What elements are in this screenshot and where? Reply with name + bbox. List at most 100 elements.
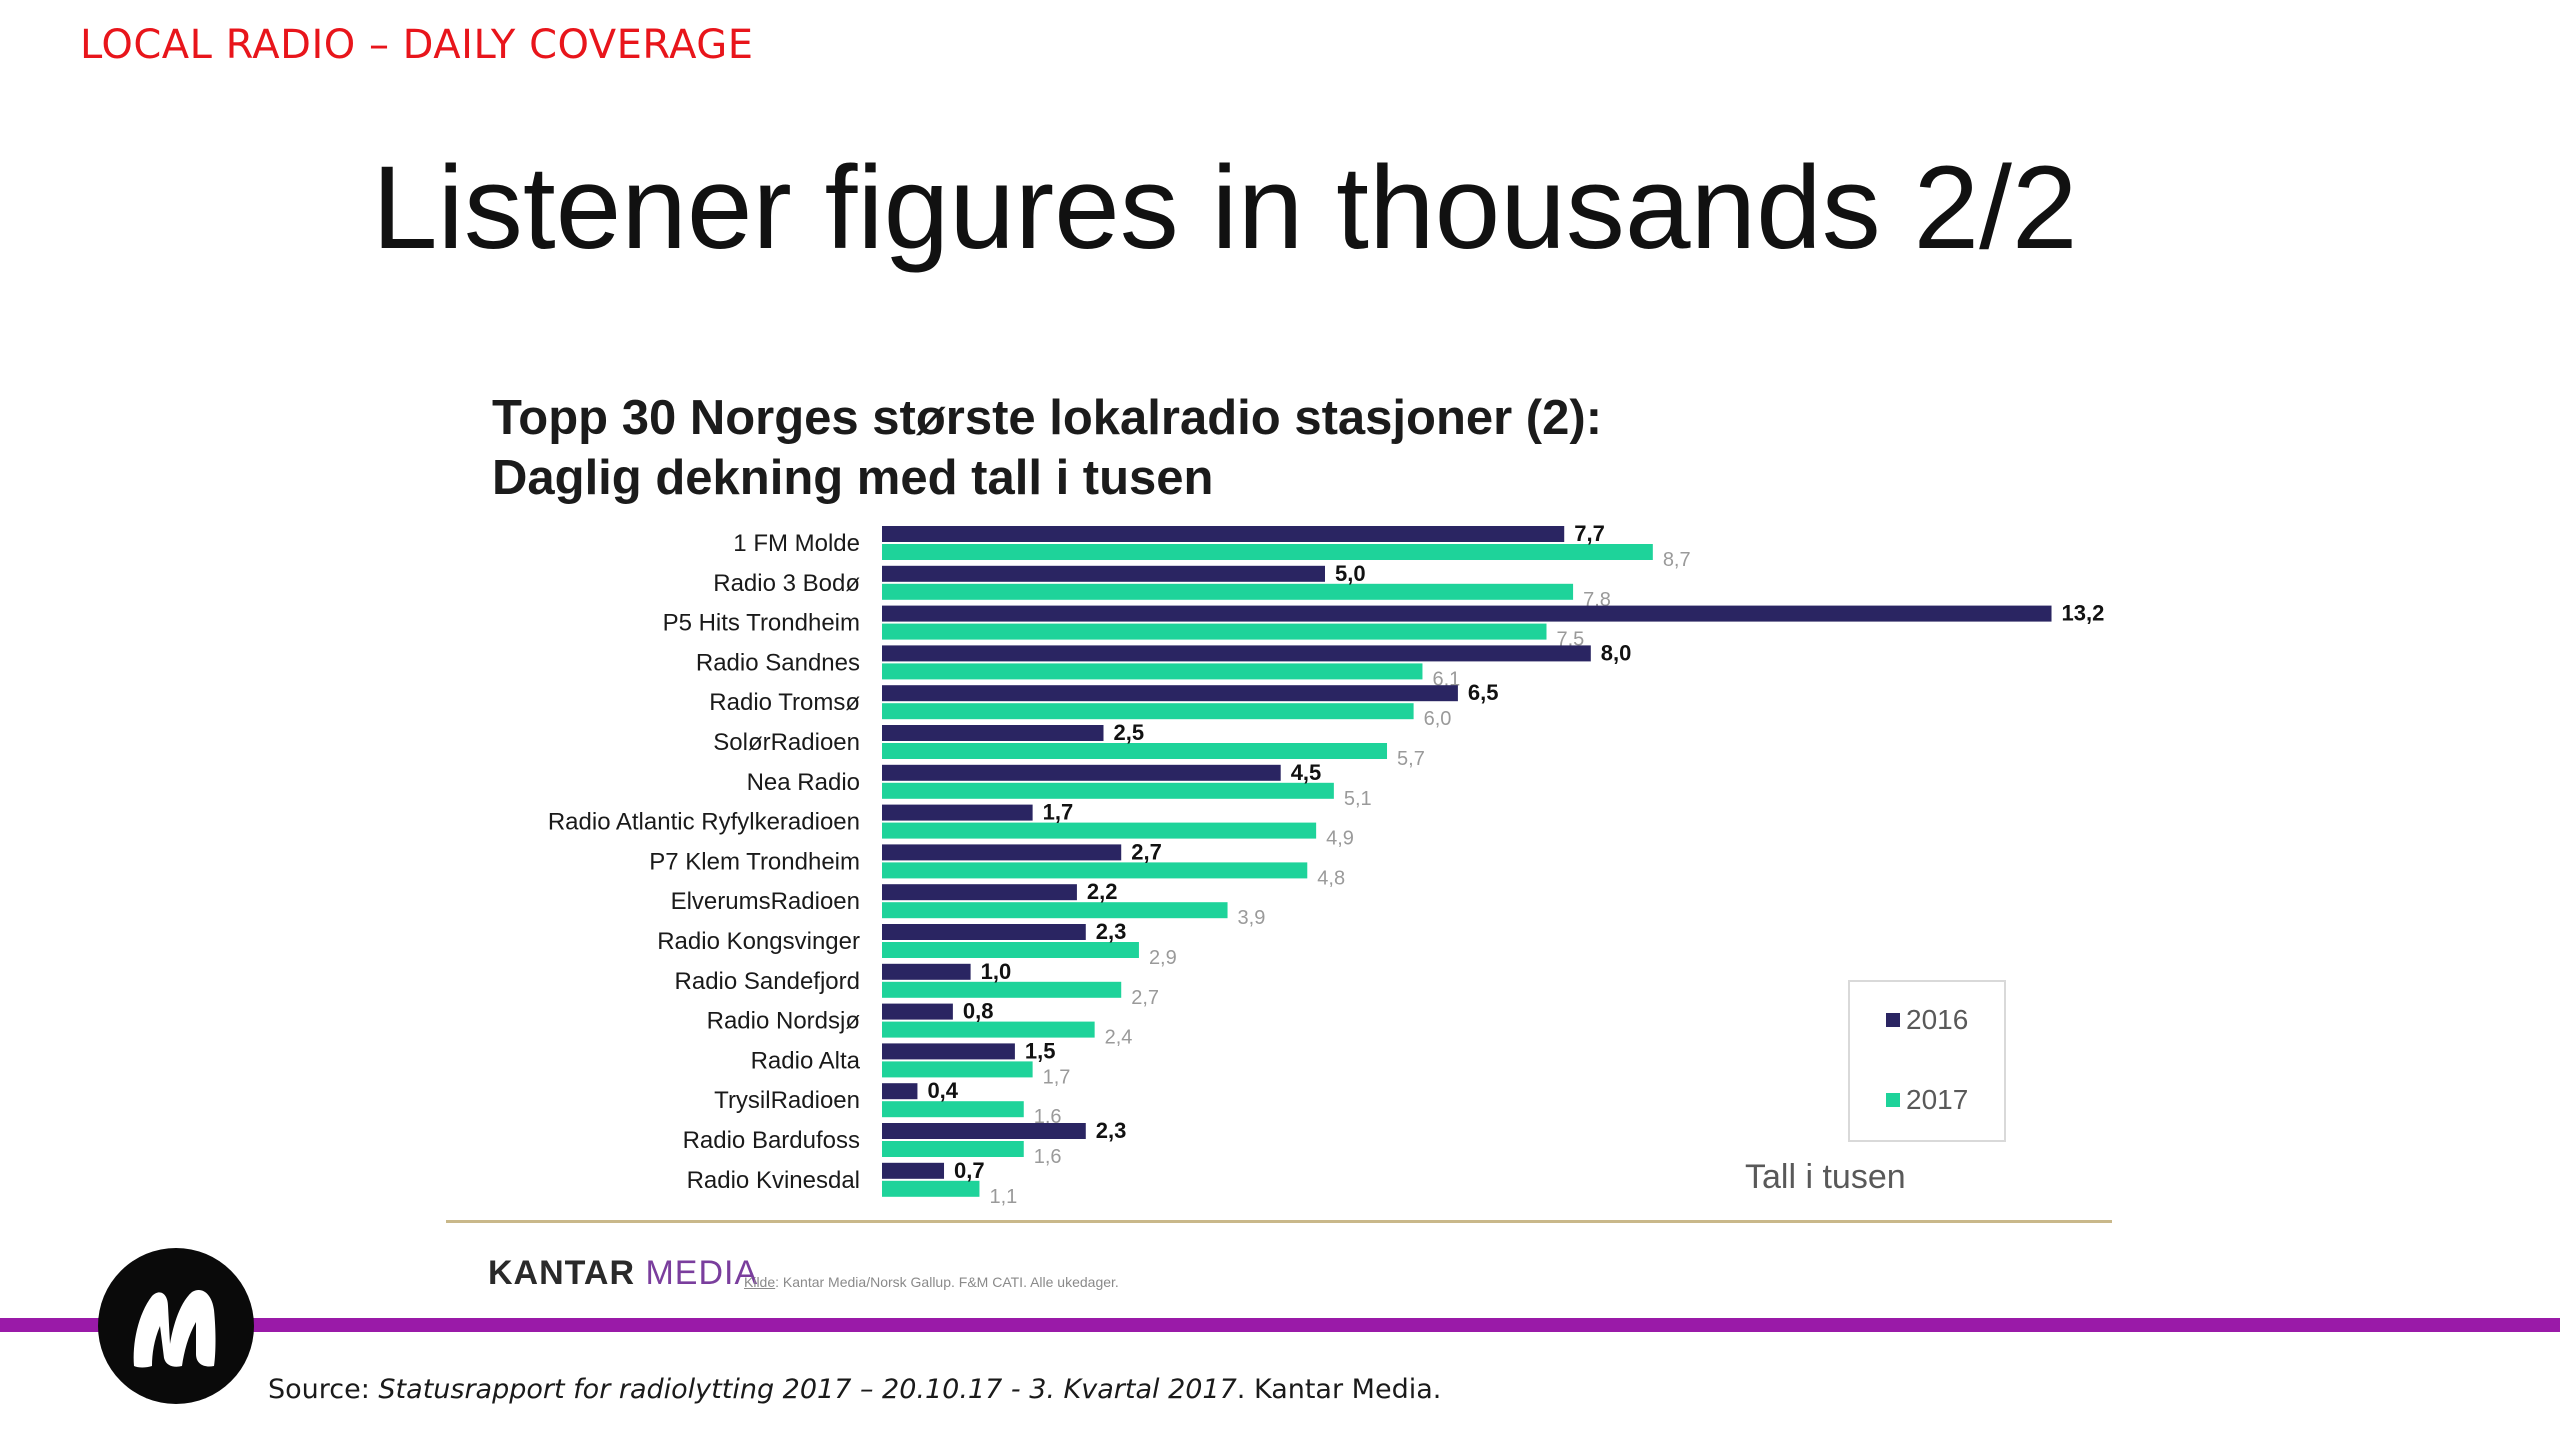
legend-item-2016: 2016 bbox=[1886, 1004, 1968, 1036]
unit-note: Tall i tusen bbox=[1745, 1158, 1906, 1196]
bar-2016 bbox=[882, 1043, 1015, 1060]
category-label: Radio Bardufoss bbox=[683, 1127, 860, 1154]
data-label-2017: 5,1 bbox=[1344, 788, 1372, 810]
data-label-2016: 1,5 bbox=[1025, 1038, 1056, 1063]
data-label-2016: 1,0 bbox=[981, 959, 1012, 984]
data-label-2016: 7,7 bbox=[1574, 521, 1605, 546]
data-label-2016: 5,0 bbox=[1335, 561, 1366, 586]
bar-2016 bbox=[882, 605, 2052, 622]
data-label-2017: 6,1 bbox=[1432, 668, 1460, 690]
bar-2016 bbox=[882, 844, 1122, 861]
data-label-2016: 4,5 bbox=[1291, 760, 1322, 785]
category-label: ElverumsRadioen bbox=[671, 888, 860, 915]
bar-2017 bbox=[882, 1141, 1024, 1157]
brand-logo-icon bbox=[98, 1248, 254, 1404]
category-label: Radio Sandnes bbox=[696, 649, 860, 676]
bar-2016 bbox=[882, 1003, 953, 1020]
bar-2016 bbox=[882, 565, 1325, 582]
kilde-text: : Kantar Media/Norsk Gallup. F&M CATI. A… bbox=[775, 1274, 1119, 1290]
bar-2016 bbox=[882, 1083, 918, 1100]
data-label-2017: 1,7 bbox=[1043, 1066, 1071, 1088]
kilde-label: Kilde bbox=[744, 1274, 776, 1290]
data-label-2016: 1,7 bbox=[1043, 800, 1074, 825]
category-label: Radio Sandefjord bbox=[675, 968, 860, 995]
category-label: Radio 3 Bodø bbox=[713, 570, 860, 597]
bar-2017 bbox=[882, 703, 1414, 720]
divider-rule bbox=[446, 1220, 2112, 1223]
chart-title-line-2: Daglig dekning med tall i tusen bbox=[492, 451, 1214, 505]
data-label-2017: 2,4 bbox=[1105, 1027, 1133, 1049]
data-label-2016: 2,3 bbox=[1096, 1118, 1127, 1143]
category-label: Radio Kvinesdal bbox=[687, 1167, 860, 1194]
category-label: Radio Alta bbox=[751, 1047, 861, 1074]
chart-title: Topp 30 Norges største lokalradio stasjo… bbox=[492, 388, 1602, 508]
data-label-2017: 2,7 bbox=[1131, 987, 1159, 1009]
chart-title-line-1: Topp 30 Norges største lokalradio stasjo… bbox=[492, 391, 1603, 445]
source-citation: Source: Statusrapport for radiolytting 2… bbox=[268, 1374, 1441, 1405]
data-label-2016: 6,5 bbox=[1468, 680, 1499, 705]
data-label-2016: 2,7 bbox=[1131, 839, 1162, 864]
data-label-2016: 0,8 bbox=[963, 999, 994, 1024]
category-label: Radio Atlantic Ryfylkeradioen bbox=[548, 809, 860, 836]
bar-2017 bbox=[882, 544, 1653, 560]
bar-2017 bbox=[882, 1180, 980, 1197]
category-label: Radio Nordsjø bbox=[707, 1008, 861, 1035]
category-label: Radio Tromsø bbox=[709, 689, 860, 716]
bar-2017 bbox=[882, 663, 1423, 680]
kantar-logo-part1: KANTAR bbox=[488, 1254, 636, 1292]
bar-2016 bbox=[882, 725, 1104, 741]
source-suffix: . Kantar Media. bbox=[1236, 1374, 1442, 1405]
data-label-2017: 1,1 bbox=[989, 1186, 1017, 1208]
bar-2017 bbox=[882, 782, 1334, 799]
bar-2017 bbox=[882, 862, 1308, 879]
bar-2017 bbox=[882, 743, 1388, 759]
bar-2017 bbox=[882, 583, 1574, 600]
bar-2017 bbox=[882, 822, 1317, 839]
data-label-2017: 6,0 bbox=[1424, 708, 1452, 730]
data-label-2017: 5,7 bbox=[1397, 748, 1425, 770]
category-label: SolørRadioen bbox=[713, 729, 860, 756]
data-label-2016: 13,2 bbox=[2062, 601, 2105, 626]
kantar-media-logo: KANTAR MEDIA bbox=[488, 1254, 758, 1293]
category-label: TrysilRadioen bbox=[714, 1087, 860, 1114]
chart-legend: 2016 2017 bbox=[1848, 980, 2006, 1142]
bar-2016 bbox=[882, 804, 1033, 821]
bar-2016 bbox=[882, 963, 971, 980]
category-label: 1 FM Molde bbox=[733, 530, 860, 557]
data-label-2016: 0,7 bbox=[954, 1158, 985, 1183]
source-title: Statusrapport for radiolytting 2017 – 20… bbox=[378, 1374, 1237, 1405]
brand-logo-mark bbox=[133, 1290, 216, 1368]
data-label-2017: 7,5 bbox=[1557, 629, 1585, 651]
data-label-2016: 2,3 bbox=[1096, 919, 1127, 944]
section-label: LOCAL RADIO – DAILY COVERAGE bbox=[80, 22, 754, 68]
data-label-2016: 0,4 bbox=[927, 1078, 958, 1103]
data-label-2016: 8,0 bbox=[1601, 640, 1632, 665]
kilde-note: Kilde: Kantar Media/Norsk Gallup. F&M CA… bbox=[744, 1274, 1119, 1290]
bar-2016 bbox=[882, 764, 1281, 781]
data-label-2017: 4,8 bbox=[1317, 867, 1345, 889]
bar-2016 bbox=[882, 1123, 1086, 1139]
data-label-2017: 7,8 bbox=[1583, 589, 1611, 611]
footer-purple-bar bbox=[0, 1318, 2560, 1332]
bar-2017 bbox=[882, 1021, 1095, 1038]
bar-2017 bbox=[882, 1061, 1033, 1078]
legend-label-2017: 2017 bbox=[1906, 1084, 1969, 1115]
bar-2016 bbox=[882, 1162, 945, 1179]
bar-2016 bbox=[882, 884, 1077, 901]
data-label-2016: 2,5 bbox=[1114, 720, 1145, 745]
legend-item-2017: 2017 bbox=[1886, 1084, 1968, 1116]
data-label-2017: 2,9 bbox=[1149, 947, 1177, 969]
data-label-2017: 1,6 bbox=[1034, 1106, 1062, 1128]
category-label: P7 Klem Trondheim bbox=[649, 848, 860, 875]
kantar-logo-part2: MEDIA bbox=[645, 1254, 759, 1292]
category-label: Nea Radio bbox=[747, 769, 860, 796]
bar-2016 bbox=[882, 685, 1458, 702]
category-label: P5 Hits Trondheim bbox=[663, 610, 860, 637]
legend-swatch-2016 bbox=[1886, 1013, 1900, 1027]
data-label-2017: 3,9 bbox=[1238, 907, 1266, 929]
legend-swatch-2017 bbox=[1886, 1093, 1900, 1107]
legend-label-2016: 2016 bbox=[1906, 1004, 1969, 1035]
data-label-2017: 1,6 bbox=[1034, 1146, 1062, 1168]
bar-2017 bbox=[882, 902, 1228, 919]
